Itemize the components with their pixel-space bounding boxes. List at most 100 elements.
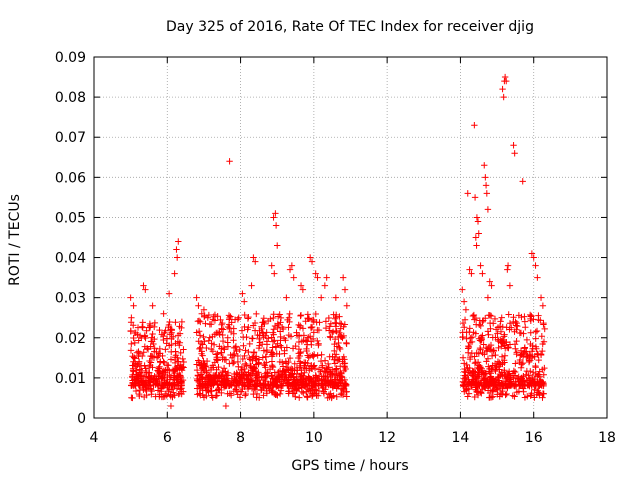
data-point [195, 357, 202, 364]
data-point [328, 329, 336, 336]
data-point [493, 382, 501, 390]
data-point [473, 214, 481, 221]
data-point [238, 379, 246, 386]
data-point [194, 372, 202, 380]
data-point [535, 389, 542, 396]
data-point [136, 392, 143, 400]
data-point [483, 347, 491, 354]
data-point [468, 270, 475, 277]
data-point [471, 316, 478, 323]
data-point [315, 380, 322, 387]
data-point [338, 333, 345, 341]
data-point [195, 337, 202, 345]
data-point [506, 282, 514, 289]
data-point [130, 358, 137, 365]
data-point [142, 378, 150, 386]
data-point [267, 349, 275, 356]
data-point [532, 362, 539, 370]
data-point [156, 326, 163, 334]
y-tick-label: 0.05 [55, 210, 86, 226]
data-point [325, 314, 333, 322]
data-point [471, 194, 479, 201]
data-point [163, 361, 171, 369]
data-point [301, 369, 308, 376]
data-point [145, 363, 153, 371]
data-point [255, 356, 263, 363]
data-point [245, 371, 252, 378]
data-point [498, 391, 506, 398]
data-point [512, 318, 519, 326]
data-point [141, 333, 148, 340]
data-point [491, 315, 499, 323]
data-point [460, 298, 468, 305]
data-point [515, 312, 523, 319]
data-point [239, 290, 246, 297]
data-point [513, 326, 520, 333]
data-point [488, 394, 496, 401]
data-point [289, 345, 297, 352]
data-point [286, 266, 294, 273]
data-point [502, 391, 509, 399]
data-point [174, 366, 181, 373]
data-point [461, 360, 468, 367]
data-point [132, 387, 140, 395]
data-point [487, 325, 494, 332]
data-point [263, 341, 271, 348]
data-point [513, 382, 520, 389]
data-point [195, 328, 203, 335]
data-point [130, 334, 137, 342]
data-point [174, 364, 182, 372]
data-point [466, 266, 473, 273]
data-point [283, 294, 290, 301]
data-point [521, 394, 529, 401]
data-point [504, 266, 511, 273]
data-point [309, 335, 317, 343]
data-point [217, 316, 224, 324]
grid-layer [94, 57, 607, 418]
data-point [297, 312, 304, 320]
data-point [226, 390, 233, 397]
data-point [272, 222, 280, 229]
data-point [492, 334, 499, 341]
data-point [211, 359, 219, 366]
data-point [480, 341, 487, 348]
data-point [337, 363, 344, 370]
data-point [474, 218, 482, 225]
data-point [151, 335, 158, 343]
data-point [221, 346, 228, 353]
data-point [166, 318, 173, 326]
data-point [528, 390, 535, 397]
data-point [135, 359, 143, 367]
data-point [216, 386, 223, 394]
data-point [277, 319, 284, 326]
data-point [232, 386, 240, 393]
data-point [285, 390, 292, 397]
data-point [131, 376, 138, 383]
x-tick-label: 14 [452, 430, 470, 446]
data-point [160, 358, 167, 365]
data-point [133, 363, 140, 370]
data-point [266, 366, 274, 373]
data-point [321, 367, 328, 375]
data-point [332, 323, 340, 330]
data-point [249, 354, 256, 361]
data-point [512, 360, 519, 367]
data-point [178, 378, 185, 385]
data-point [336, 313, 343, 320]
data-point [472, 330, 479, 337]
data-point [479, 318, 486, 326]
data-point [308, 324, 315, 332]
data-point [514, 322, 521, 330]
data-point [200, 360, 208, 367]
data-point [172, 319, 179, 326]
data-point [476, 344, 484, 352]
data-point [468, 333, 476, 341]
data-point [133, 349, 141, 356]
data-point [519, 359, 527, 367]
data-point [251, 319, 259, 327]
data-point [231, 373, 238, 381]
data-point [465, 367, 472, 374]
data-point [336, 344, 343, 351]
data-point [213, 354, 220, 361]
